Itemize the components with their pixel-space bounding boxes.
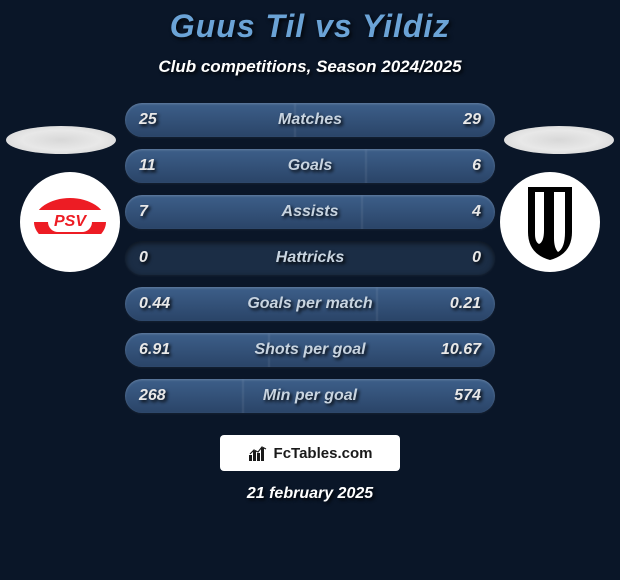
- stat-value-left: 7: [139, 203, 148, 221]
- juventus-badge-icon: [520, 182, 580, 262]
- stat-label: Min per goal: [263, 387, 357, 405]
- stats-table: 25Matches2911Goals67Assists40Hattricks00…: [125, 103, 495, 413]
- player-shadow-left: [6, 126, 116, 154]
- stat-value-left: 268: [139, 387, 166, 405]
- stat-label: Shots per goal: [254, 341, 365, 359]
- club-badge-left: PSV: [20, 172, 120, 272]
- stat-row: 0 Hattricks 0: [125, 241, 495, 275]
- stat-row: 0.44 Goals per match 0.21: [125, 287, 495, 321]
- psv-badge-icon: PSV: [34, 198, 106, 246]
- stat-row: 25 Matches 29: [125, 103, 495, 137]
- player-shadow-right: [504, 126, 614, 154]
- stat-value-right: 4: [472, 203, 481, 221]
- stat-value-right: 574: [454, 387, 481, 405]
- stat-row: 6.91 Shots per goal 10.67: [125, 333, 495, 367]
- stat-value-left: 0.44: [139, 295, 170, 313]
- stat-value-right: 29: [463, 111, 481, 129]
- stat-row: 268 Min per goal 574: [125, 379, 495, 413]
- stat-value-left: 25: [139, 111, 157, 129]
- page-title: Guus Til vs Yildiz: [170, 8, 451, 45]
- chart-icon: [248, 445, 268, 461]
- stat-label: Goals: [288, 157, 332, 175]
- stat-label: Assists: [282, 203, 339, 221]
- stat-value-left: 6.91: [139, 341, 170, 359]
- stat-value-right: 0.21: [450, 295, 481, 313]
- date-label: 21 february 2025: [247, 485, 373, 503]
- stat-value-right: 0: [472, 249, 481, 267]
- stat-row: 7 Assists 4: [125, 195, 495, 229]
- stat-label: Goals per match: [247, 295, 372, 313]
- stat-value-left: 0: [139, 249, 148, 267]
- brand-text: FcTables.com: [274, 445, 373, 462]
- stat-label: Matches: [278, 111, 342, 129]
- stat-value-left: 11: [139, 157, 156, 175]
- stat-value-right: 10.67: [441, 341, 481, 359]
- stat-row: 11 Goals 6: [125, 149, 495, 183]
- club-badge-right: [500, 172, 600, 272]
- psv-badge-text: PSV: [48, 212, 92, 232]
- brand-logo[interactable]: FcTables.com: [220, 435, 400, 471]
- stat-value-right: 6: [472, 157, 481, 175]
- stat-label: Hattricks: [276, 249, 344, 267]
- page-subtitle: Club competitions, Season 2024/2025: [158, 57, 461, 77]
